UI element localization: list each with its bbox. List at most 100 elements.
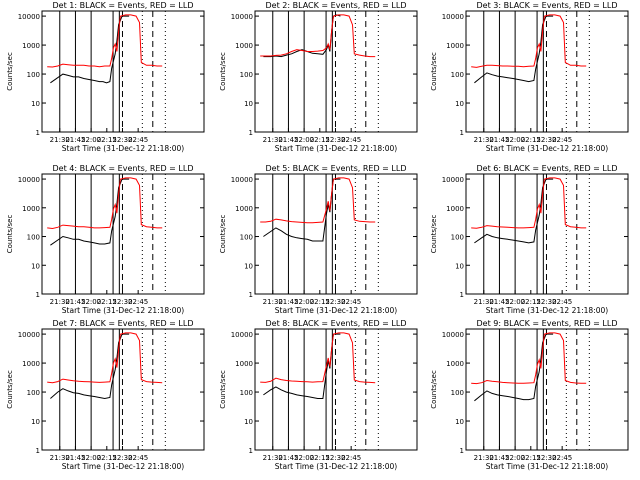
plot-frame — [465, 173, 629, 295]
y-tick-label: 1000 — [22, 360, 40, 368]
panel-title: Det 9: BLACK = Events, RED = LLD — [477, 319, 618, 328]
detector-panel-6: Det 6: BLACK = Events, RED = LLD 1 10 100 10… — [430, 164, 629, 315]
y-axis-label: Counts/sec — [6, 370, 14, 409]
events-series-line — [50, 333, 130, 400]
x-tick-label: 21:30 — [50, 454, 70, 462]
y-tick-label: 1000 — [235, 360, 253, 368]
x-tick-label: 22:00 — [294, 298, 314, 306]
x-axis-label: Start Time (31-Dec-12 21:18:00) — [275, 462, 397, 471]
y-tick-label: 10000 — [231, 13, 253, 21]
y-tick-label: 1 — [36, 447, 40, 455]
panel-title: Det 2: BLACK = Events, RED = LLD — [266, 1, 407, 10]
lld-series-line — [260, 14, 376, 58]
x-axis-label: Start Time (31-Dec-12 21:18:00) — [486, 462, 608, 471]
y-tick-label: 1000 — [22, 42, 40, 50]
lld-series-line — [260, 177, 376, 224]
y-tick-label: 100 — [27, 389, 40, 397]
y-tick-label: 10000 — [442, 331, 464, 339]
y-tick-label: 1000 — [446, 42, 464, 50]
x-tick-label: 21:30 — [474, 454, 494, 462]
lld-series-line — [471, 14, 587, 68]
y-tick-label: 100 — [451, 389, 464, 397]
y-tick-label: 10000 — [231, 176, 253, 184]
x-tick-label: 21:45 — [489, 454, 509, 462]
x-tick-label: 22:45 — [552, 136, 572, 144]
y-axis-label: Counts/sec — [430, 370, 438, 409]
lld-series-line — [260, 332, 376, 384]
plot-frame — [254, 328, 418, 451]
detector-panel-1: Det 1: BLACK = Events, RED = LLD 1 10 100 10… — [6, 1, 205, 153]
y-tick-label: 1 — [460, 291, 464, 299]
y-tick-label: 10 — [31, 262, 40, 270]
x-tick-label: 21:30 — [263, 298, 283, 306]
x-axis-label: Start Time (31-Dec-12 21:18:00) — [486, 306, 608, 315]
x-tick-label: 21:30 — [474, 298, 494, 306]
detector-panel-8: Det 8: BLACK = Events, RED = LLD 1 10 100 10… — [219, 319, 418, 471]
detector-panel-9: Det 9: BLACK = Events, RED = LLD 1 10 100 10… — [430, 319, 629, 471]
x-tick-label: 22:00 — [505, 454, 525, 462]
x-axis-label: Start Time (31-Dec-12 21:18:00) — [62, 306, 184, 315]
panel-title: Det 3: BLACK = Events, RED = LLD — [477, 1, 618, 10]
x-tick-label: 21:30 — [474, 136, 494, 144]
y-tick-label: 10000 — [18, 13, 40, 21]
detector-panel-4: Det 4: BLACK = Events, RED = LLD 1 10 100 10… — [6, 164, 205, 315]
y-axis-label: Counts/sec — [6, 215, 14, 254]
events-series-line — [474, 178, 554, 244]
y-axis-label: Counts/sec — [6, 52, 14, 91]
events-series-line — [50, 178, 130, 246]
y-tick-label: 1000 — [22, 205, 40, 213]
y-tick-label: 10 — [31, 100, 40, 108]
x-tick-label: 22:00 — [294, 136, 314, 144]
y-tick-label: 1 — [249, 447, 253, 455]
x-tick-label: 22:30 — [325, 136, 345, 144]
x-axis-label: Start Time (31-Dec-12 21:18:00) — [486, 144, 608, 153]
y-tick-label: 100 — [240, 71, 253, 79]
lld-series-line — [47, 332, 163, 384]
y-tick-label: 10000 — [442, 13, 464, 21]
x-tick-label: 22:15 — [97, 136, 117, 144]
x-tick-label: 22:15 — [97, 454, 117, 462]
plot-frame — [41, 10, 205, 133]
y-axis-label: Counts/sec — [430, 52, 438, 91]
x-tick-label: 22:15 — [521, 454, 541, 462]
x-tick-label: 22:15 — [97, 298, 117, 306]
panel-title: Det 8: BLACK = Events, RED = LLD — [266, 319, 407, 328]
x-tick-label: 22:30 — [325, 298, 345, 306]
lld-series-line — [47, 177, 163, 230]
x-tick-label: 21:45 — [65, 298, 85, 306]
detector-panel-5: Det 5: BLACK = Events, RED = LLD 1 10 100 10… — [219, 164, 418, 315]
x-tick-label: 21:45 — [489, 298, 509, 306]
y-tick-label: 100 — [27, 71, 40, 79]
y-tick-label: 10 — [244, 100, 253, 108]
plot-frame — [465, 328, 629, 451]
lld-series-line — [471, 177, 587, 229]
x-tick-label: 22:45 — [128, 454, 148, 462]
x-tick-label: 21:30 — [263, 454, 283, 462]
x-tick-label: 22:15 — [310, 454, 330, 462]
y-tick-label: 1000 — [446, 205, 464, 213]
y-tick-label: 1 — [460, 129, 464, 137]
panel-title: Det 4: BLACK = Events, RED = LLD — [53, 164, 194, 173]
y-tick-label: 1000 — [235, 205, 253, 213]
y-axis-label: Counts/sec — [219, 370, 227, 409]
x-tick-label: 22:00 — [81, 136, 101, 144]
x-tick-label: 22:30 — [112, 136, 132, 144]
y-axis-label: Counts/sec — [430, 215, 438, 254]
plot-frame — [41, 328, 205, 451]
lld-series-line — [471, 332, 587, 385]
x-tick-label: 21:30 — [50, 136, 70, 144]
y-tick-label: 10000 — [18, 176, 40, 184]
x-axis-label: Start Time (31-Dec-12 21:18:00) — [275, 306, 397, 315]
events-series-line — [474, 15, 554, 84]
x-tick-label: 22:30 — [536, 454, 556, 462]
events-series-line — [474, 333, 554, 402]
plot-frame — [254, 10, 418, 133]
y-tick-label: 10000 — [231, 331, 253, 339]
panels-group: Det 1: BLACK = Events, RED = LLD 1 10 100 10… — [6, 1, 629, 471]
y-tick-label: 1 — [36, 291, 40, 299]
panel-title: Det 5: BLACK = Events, RED = LLD — [266, 164, 407, 173]
x-tick-label: 22:45 — [341, 298, 361, 306]
x-tick-label: 21:45 — [489, 136, 509, 144]
